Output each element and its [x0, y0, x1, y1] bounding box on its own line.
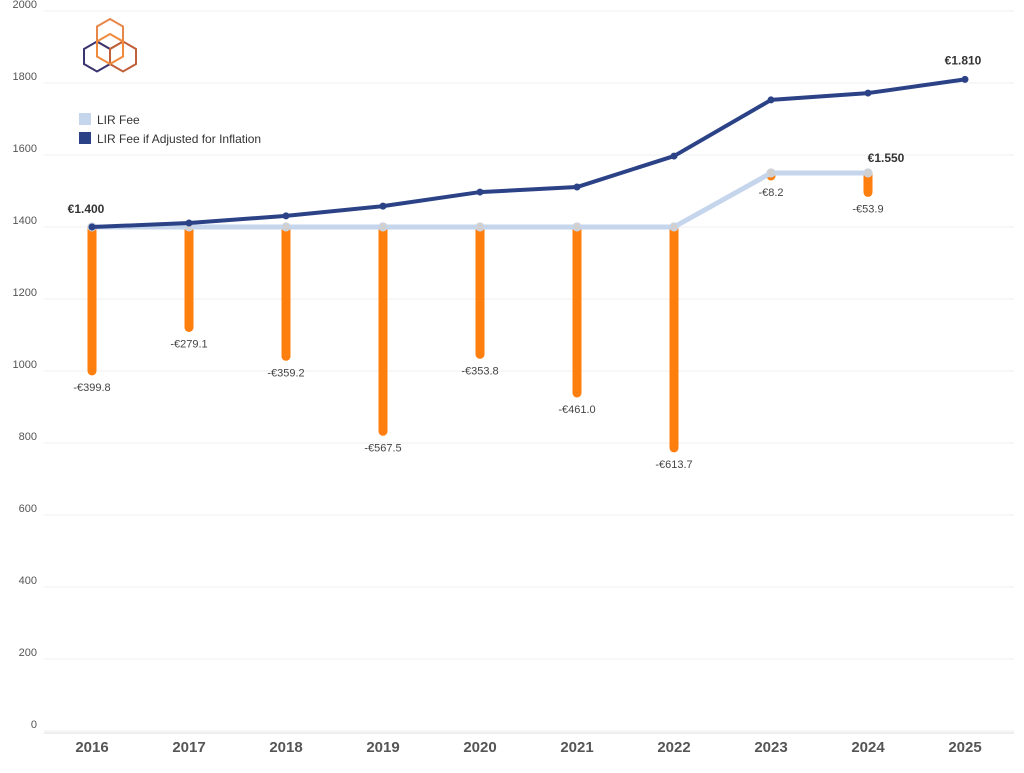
- adjusted-fee-point: [670, 152, 678, 160]
- x-tick-label: 2018: [269, 739, 302, 756]
- x-tick-label: 2019: [366, 739, 399, 756]
- legend: LIR Fee LIR Fee if Adjusted for Inflatio…: [79, 113, 261, 146]
- legend-swatch-adjusted: [79, 132, 91, 144]
- y-tick-label: 1400: [13, 215, 37, 227]
- legend-label-lir-fee: LIR Fee: [97, 113, 140, 127]
- difference-label: -€53.9: [852, 203, 883, 215]
- x-tick-label: 2022: [657, 739, 690, 756]
- adjusted-fee-point: [864, 89, 872, 97]
- value-annotation: €1.550: [868, 151, 905, 165]
- adjusted-fee-line: [91, 77, 966, 229]
- x-tick-label: 2020: [463, 739, 496, 756]
- lir-fee-point: [766, 168, 776, 178]
- gridlines: [44, 10, 1014, 732]
- y-axis: 0 200 400 600 800 1000 1200 1400 1600 1800 2000: [13, 0, 37, 731]
- x-tick-label: 2017: [172, 739, 205, 756]
- data-labels: -€399.8 -€279.1 -€359.2 -€567.5 -€353.8 -€461…: [68, 53, 982, 471]
- difference-label: -€8.2: [758, 187, 783, 199]
- series-lines: [87, 75, 969, 232]
- y-tick-label: 200: [19, 647, 37, 659]
- legend-label-adjusted: LIR Fee if Adjusted for Inflation: [97, 132, 261, 146]
- y-tick-label: 1200: [13, 287, 37, 299]
- y-tick-label: 1600: [13, 143, 37, 155]
- y-tick-label: 1000: [13, 359, 37, 371]
- x-tick-label: 2024: [851, 739, 885, 756]
- difference-bars: [87, 168, 873, 453]
- adjusted-fee-point: [88, 223, 96, 231]
- difference-label: -€613.7: [655, 459, 692, 471]
- lir-fee-point: [572, 222, 582, 232]
- adjusted-fee-point: [282, 212, 290, 220]
- lir-fee-point: [863, 168, 873, 178]
- lir-fee-point: [475, 222, 485, 232]
- legend-swatch-lir-fee: [79, 113, 91, 125]
- y-tick-label: 0: [31, 719, 37, 731]
- lir-fee-point: [669, 222, 679, 232]
- adjusted-fee-point: [476, 188, 484, 196]
- y-tick-label: 2000: [13, 0, 37, 11]
- difference-label: -€399.8: [73, 382, 110, 394]
- difference-label: -€353.8: [461, 365, 498, 377]
- y-tick-label: 800: [19, 431, 37, 443]
- value-annotation: €1.810: [945, 53, 982, 67]
- x-tick-label: 2021: [560, 739, 593, 756]
- lir-fee-point: [378, 222, 388, 232]
- x-tick-label: 2025: [948, 739, 981, 756]
- adjusted-fee-point: [185, 219, 193, 227]
- lir-fee-line: [92, 170, 868, 230]
- logo-icon: [83, 17, 137, 73]
- value-annotation: €1.400: [68, 202, 105, 216]
- lir-fee-point: [281, 222, 291, 232]
- difference-label: -€359.2: [267, 367, 304, 379]
- x-axis: 2016 2017 2018 2019 2020 2021 2022 2023 2024 2025: [44, 732, 1014, 756]
- difference-label: -€567.5: [364, 442, 401, 454]
- adjusted-fee-point: [573, 183, 581, 191]
- x-tick-label: 2023: [754, 739, 787, 756]
- difference-label: -€461.0: [558, 404, 595, 416]
- x-tick-label: 2016: [75, 739, 108, 756]
- adjusted-fee-point: [961, 75, 969, 83]
- adjusted-fee-point: [379, 202, 387, 210]
- y-tick-label: 600: [19, 503, 37, 515]
- y-tick-label: 1800: [13, 71, 37, 83]
- difference-label: -€279.1: [170, 338, 207, 350]
- adjusted-fee-point: [767, 96, 775, 104]
- y-tick-label: 400: [19, 575, 37, 587]
